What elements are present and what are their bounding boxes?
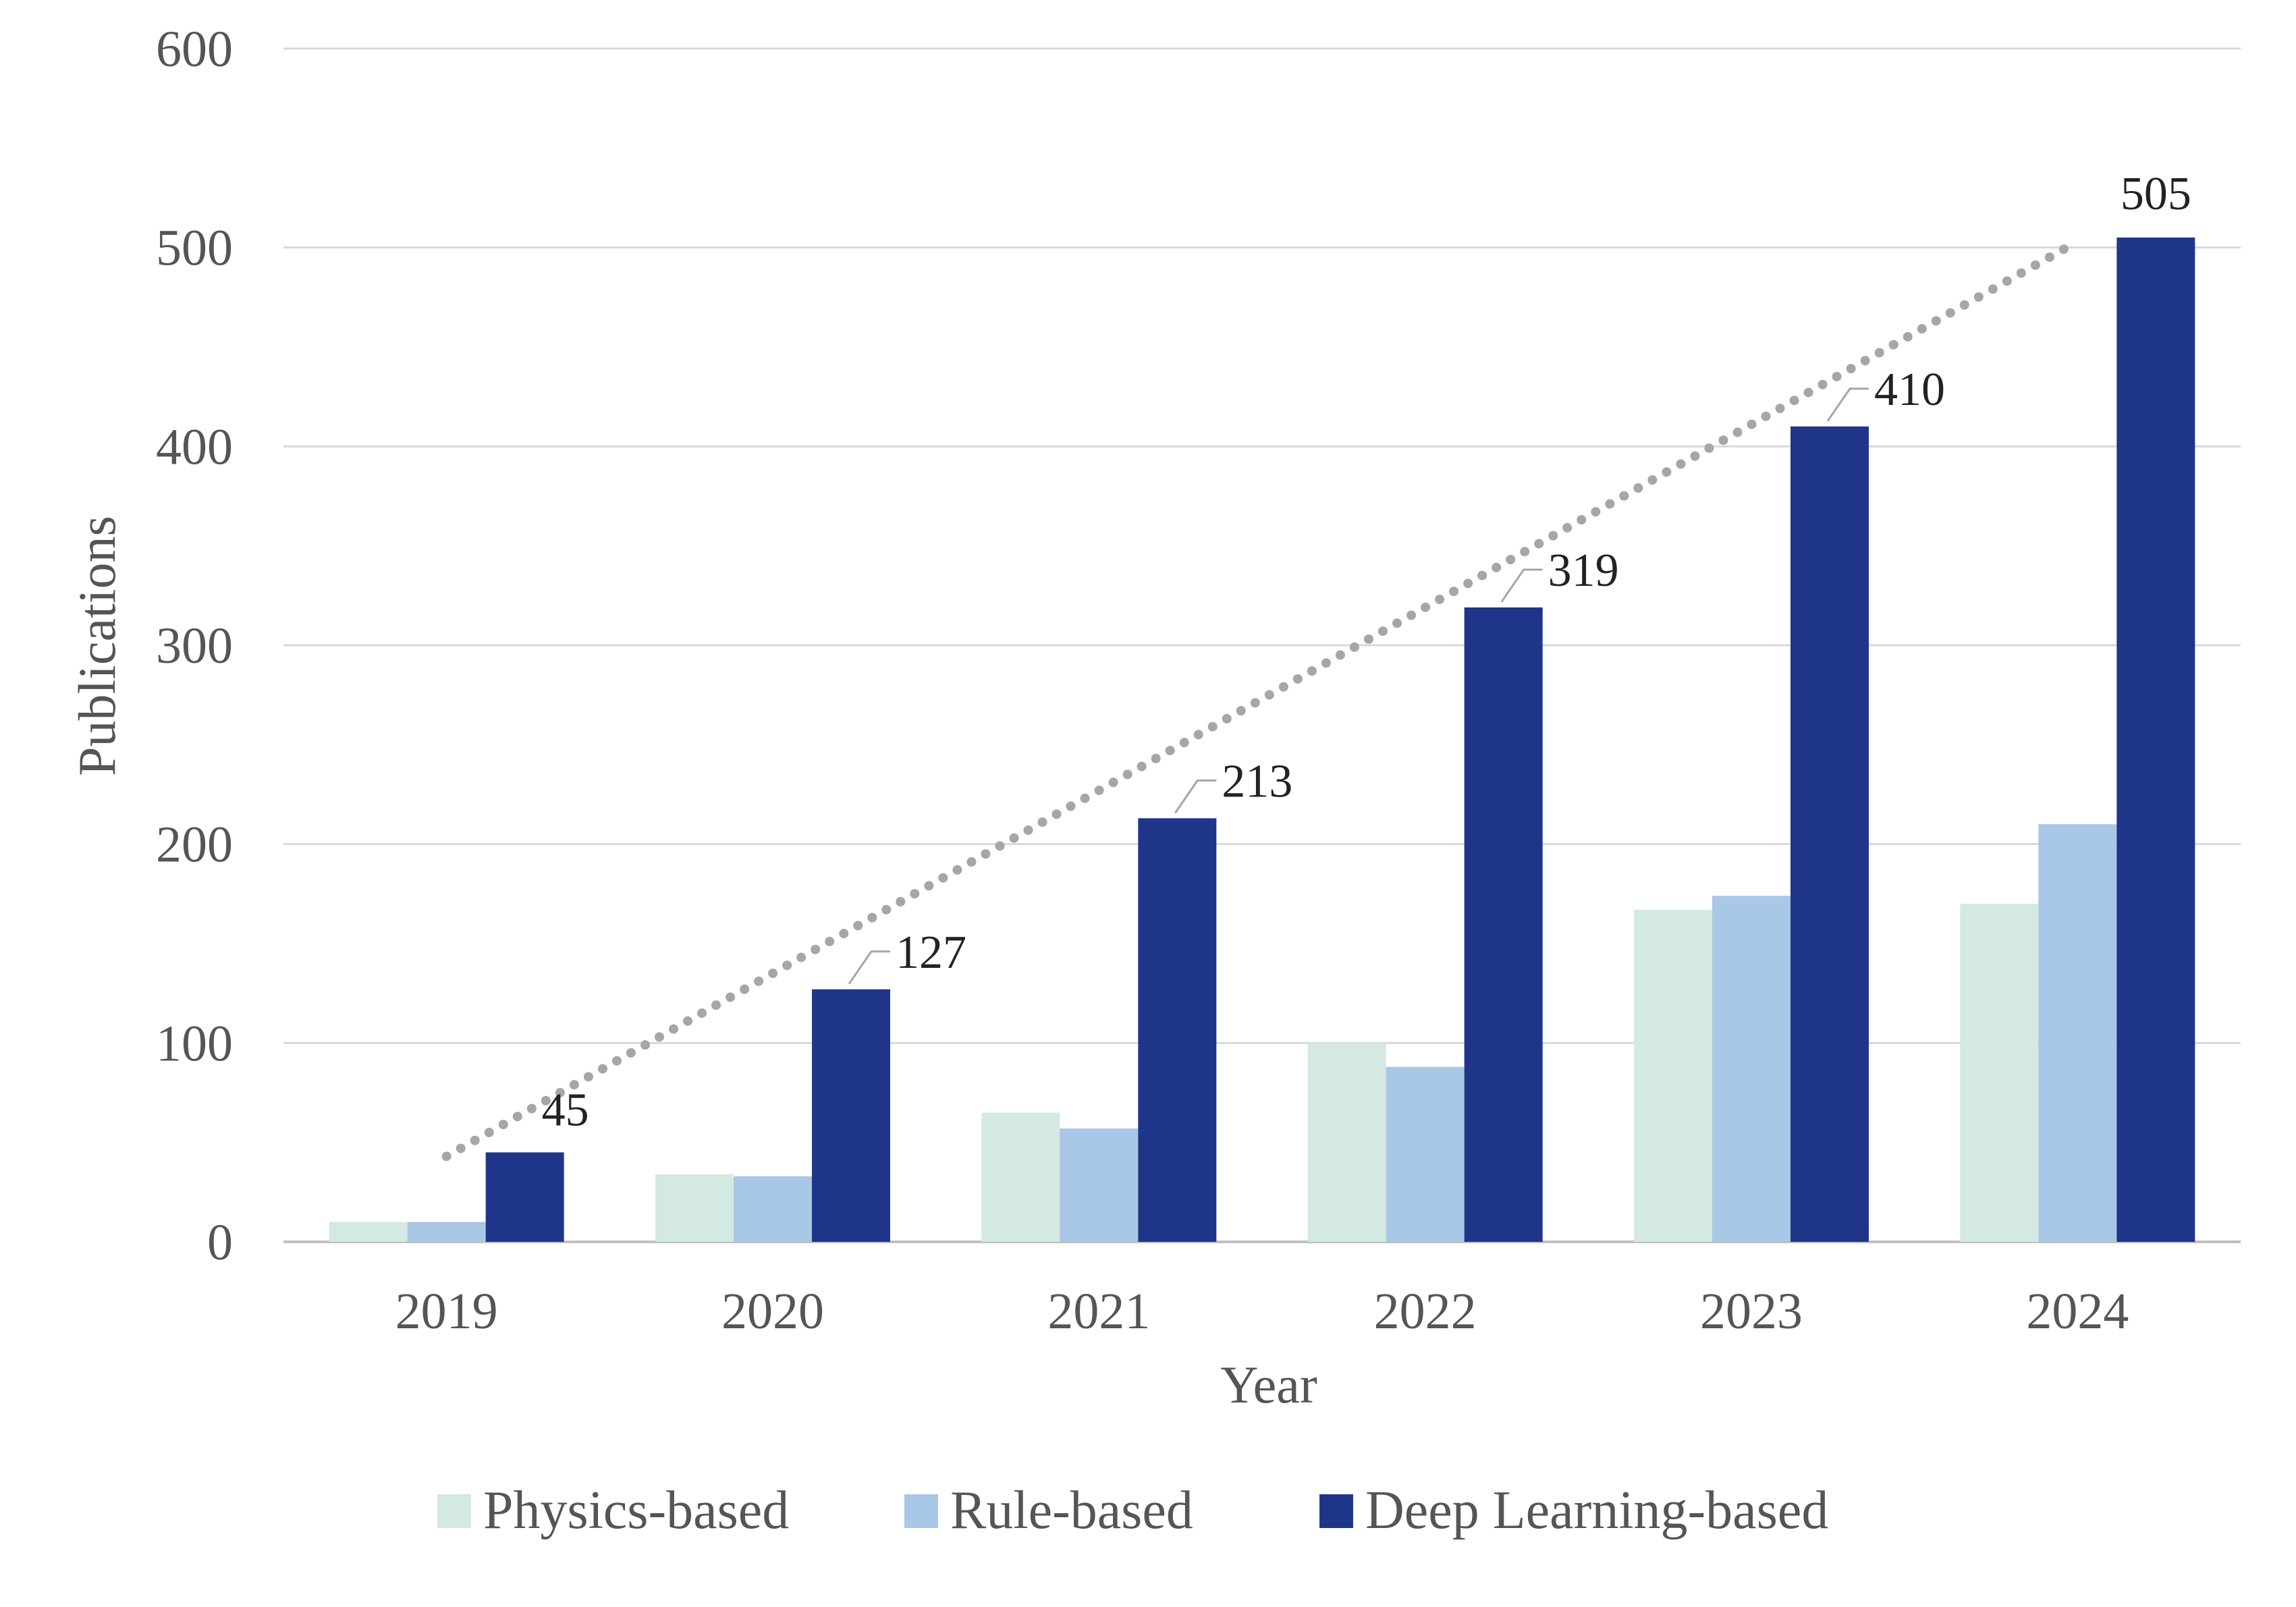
bar-deep-learning-based-2020 <box>812 989 890 1242</box>
x-tick-label: 2021 <box>1047 1283 1150 1340</box>
y-tick-label: 500 <box>156 220 233 277</box>
y-axis-title: Publications <box>67 516 126 776</box>
legend-label: Physics-based <box>483 1481 789 1540</box>
bar-deep-learning-based-2023 <box>1791 426 1869 1242</box>
bar-physics-based-2024 <box>1960 904 2039 1242</box>
data-label: 410 <box>1874 364 1945 416</box>
bar-rule-based-2023 <box>1712 896 1791 1242</box>
bar-rule-based-2019 <box>407 1222 486 1242</box>
data-label: 505 <box>2121 168 2191 220</box>
bar-rule-based-2022 <box>1386 1066 1465 1242</box>
legend: Physics-based Rule-based Deep Learning-bas… <box>437 1481 1828 1540</box>
data-label-leader <box>1174 779 1217 814</box>
y-tick-label: 600 <box>156 21 233 78</box>
bars <box>329 237 2195 1242</box>
y-tick-label: 100 <box>156 1015 233 1072</box>
legend-swatch <box>437 1494 471 1528</box>
trendline <box>441 236 2083 1162</box>
bar-rule-based-2021 <box>1060 1128 1139 1242</box>
bar-deep-learning-based-2021 <box>1138 818 1217 1242</box>
x-axis-ticks: 2019 2020 2021 2022 2023 2024 <box>395 1283 2129 1340</box>
trendline-dots <box>441 236 2083 1162</box>
gridlines <box>283 47 2241 1243</box>
bar-physics-based-2021 <box>981 1112 1060 1242</box>
bar-physics-based-2023 <box>1634 909 1712 1242</box>
x-tick-label: 2023 <box>1700 1283 1803 1340</box>
bar-rule-based-2024 <box>2038 824 2117 1242</box>
y-tick-label: 200 <box>156 817 233 873</box>
x-axis-title: Year <box>1220 1355 1317 1414</box>
data-label-leader <box>1500 568 1543 603</box>
legend-swatch <box>1319 1494 1353 1528</box>
data-label: 127 <box>896 927 966 979</box>
bar-physics-based-2022 <box>1307 1043 1386 1242</box>
x-tick-label: 2024 <box>2026 1283 2129 1340</box>
legend-swatch <box>904 1494 938 1528</box>
x-tick-label: 2022 <box>1374 1283 1477 1340</box>
data-label-leader <box>848 950 890 985</box>
y-tick-label: 0 <box>207 1214 233 1271</box>
bar-deep-learning-based-2024 <box>2116 237 2195 1242</box>
legend-label: Deep Learning-based <box>1365 1481 1828 1540</box>
data-label-leader <box>1826 387 1869 422</box>
y-tick-label: 300 <box>156 618 233 674</box>
bar-rule-based-2020 <box>734 1176 812 1242</box>
x-tick-label: 2019 <box>395 1283 498 1340</box>
data-label: 319 <box>1548 545 1619 597</box>
y-tick-label: 400 <box>156 418 233 475</box>
data-label: 213 <box>1222 755 1292 807</box>
data-labels: 45 127 213 319 410 505 <box>542 168 2191 1136</box>
x-tick-label: 2020 <box>721 1283 824 1340</box>
data-label: 45 <box>542 1084 589 1136</box>
bar-physics-based-2020 <box>655 1174 734 1242</box>
legend-label: Rule-based <box>950 1481 1193 1540</box>
y-axis-ticks: 0 100 200 300 400 500 600 <box>156 21 233 1271</box>
bar-physics-based-2019 <box>329 1222 408 1242</box>
bar-deep-learning-based-2019 <box>485 1152 564 1242</box>
bar-deep-learning-based-2022 <box>1464 607 1543 1242</box>
